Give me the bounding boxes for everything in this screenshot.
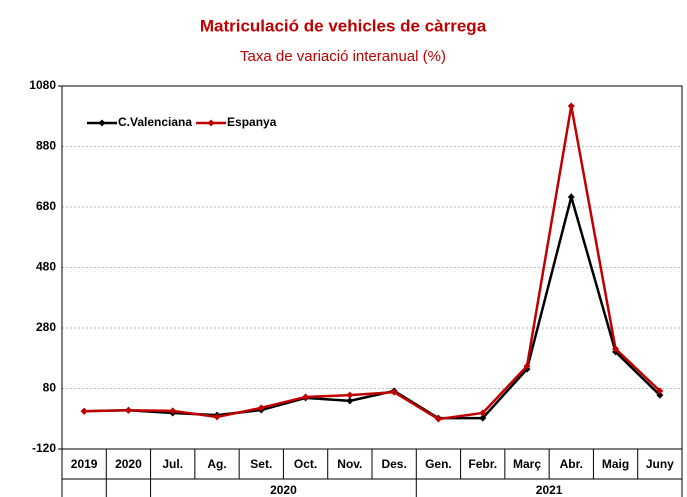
point (567, 193, 575, 201)
point (390, 388, 398, 396)
x-tick-label: Febr. (468, 457, 497, 471)
point (346, 391, 354, 399)
y-tick-label: 280 (36, 320, 56, 334)
series-line (84, 105, 661, 421)
point (213, 413, 221, 421)
x-tick-label: Nov. (337, 457, 362, 471)
x-tick-label: 2020 (115, 457, 142, 471)
legend-label: C.Valenciana (118, 115, 192, 129)
point (656, 387, 664, 395)
x-tick-label: Set. (250, 457, 272, 471)
x-tick-label: Gen. (425, 457, 452, 471)
y-tick-label: 480 (36, 260, 56, 274)
x-tick-label: Oct. (294, 457, 317, 471)
chart-title: Matriculació de vehicles de càrrega (200, 16, 487, 35)
group-label: 2021 (536, 483, 563, 497)
point (612, 345, 620, 353)
point (169, 407, 177, 415)
point (523, 362, 531, 370)
x-tick-label: Ag. (207, 457, 226, 471)
group-label: 2020 (270, 483, 297, 497)
y-tick-label: 680 (36, 199, 56, 213)
point (479, 414, 487, 422)
point (567, 102, 575, 110)
x-tick-label: 2019 (71, 457, 98, 471)
y-tick-label: 1080 (29, 78, 56, 92)
x-tick-label: Jul. (162, 457, 183, 471)
point (124, 406, 132, 414)
series-line (84, 192, 661, 420)
y-tick-label: 880 (36, 139, 56, 153)
point (302, 393, 310, 401)
y-tick-label: 80 (43, 381, 57, 395)
legend-marker (98, 119, 106, 127)
x-tick-label: Març (513, 457, 541, 471)
point (479, 409, 487, 417)
x-tick-label: Abr. (560, 457, 583, 471)
x-tick-label: Maig (602, 457, 629, 471)
x-tick-label: Juny (646, 457, 674, 471)
point (80, 407, 88, 415)
legend-label: Espanya (227, 115, 277, 129)
point (257, 404, 265, 412)
x-tick-label: Des. (381, 457, 406, 471)
y-tick-label: -120 (32, 441, 56, 455)
chart-subtitle: Taxa de variació interanual (%) (240, 48, 446, 65)
point (656, 391, 664, 399)
point (434, 415, 442, 423)
legend-marker (207, 119, 215, 127)
point (346, 397, 354, 405)
